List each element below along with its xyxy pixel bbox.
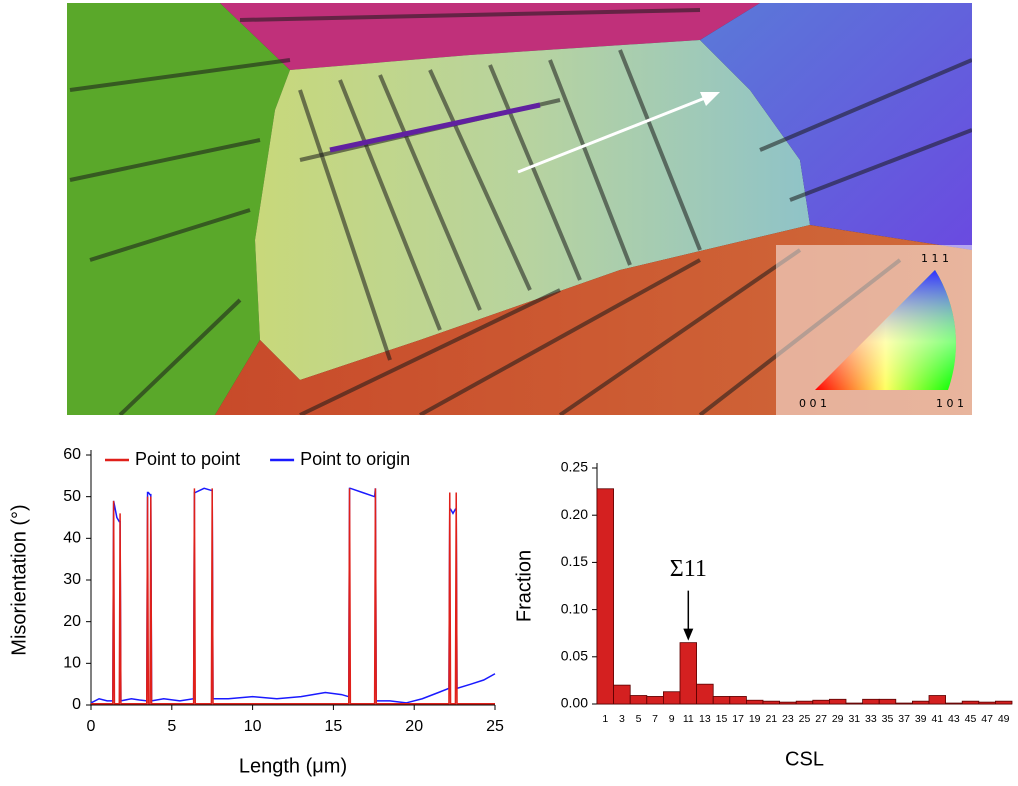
x-tick-label: 11	[683, 713, 694, 725]
x-tick-label: 37	[898, 713, 910, 725]
x-tick-label: 47	[981, 713, 993, 725]
x-tick-label: 5	[636, 713, 642, 725]
x-tick-label: 15	[716, 713, 728, 725]
y-tick-label: 0.00	[561, 695, 588, 711]
x-tick-label: 31	[848, 713, 860, 725]
x-tick-label: 39	[915, 713, 927, 725]
bar	[729, 696, 747, 705]
ebsd-map: 1 1 1 0 0 1 1 0 1	[67, 3, 972, 415]
bar	[961, 700, 980, 705]
y-tick-label: 10	[63, 655, 81, 672]
y-tick-label: 20	[63, 613, 81, 630]
x-tick-label: 19	[749, 713, 761, 725]
x-tick-label: 15	[325, 718, 343, 735]
bar	[862, 698, 880, 705]
bar	[829, 698, 847, 705]
y-tick-label: 0.10	[561, 600, 588, 616]
y-tick-label: 40	[63, 530, 81, 547]
x-tick-label: 10	[244, 718, 262, 735]
y-tick-label: 50	[63, 488, 81, 505]
x-tick-label: 29	[832, 713, 844, 725]
x-tick-label: 33	[865, 713, 877, 725]
y-axis-label: Misorientation (°)	[8, 504, 30, 655]
y-tick-label: 0	[72, 696, 81, 713]
bar	[945, 702, 963, 705]
x-tick-label: 49	[998, 713, 1010, 725]
x-tick-label: 35	[882, 713, 894, 725]
x-tick-label: 21	[765, 713, 777, 725]
bar	[795, 700, 814, 705]
bar	[912, 700, 930, 705]
x-tick-label: 20	[405, 718, 423, 735]
y-tick-label: 60	[63, 446, 81, 463]
bar	[762, 700, 781, 705]
y-tick-label: 0.25	[561, 459, 588, 475]
legend-label: Point to point	[135, 449, 240, 469]
x-axis-label: CSL	[785, 748, 824, 770]
ipf-label: 0 0 1	[799, 397, 827, 410]
x-tick-label: 0	[87, 718, 96, 735]
x-tick-label: 23	[782, 713, 794, 725]
bar	[646, 696, 664, 705]
annotation-arrowhead	[683, 628, 694, 641]
x-tick-label: 9	[669, 713, 675, 725]
bar	[613, 684, 631, 705]
y-tick-label: 0.20	[561, 506, 588, 522]
legend-label: Point to origin	[300, 449, 410, 469]
y-tick-label: 0.05	[561, 648, 588, 664]
x-tick-label: 41	[931, 713, 943, 725]
bar	[845, 702, 864, 705]
bar	[596, 488, 615, 705]
y-axis-label: Fraction	[513, 550, 535, 622]
x-axis-label: Length (μm)	[239, 755, 347, 777]
x-tick-label: 27	[815, 713, 827, 725]
x-tick-label: 43	[948, 713, 960, 725]
y-tick-label: 30	[63, 571, 81, 588]
bar	[878, 698, 897, 705]
ipf-label: 1 1 1	[921, 252, 949, 265]
x-tick-label: 7	[652, 713, 658, 725]
x-tick-label: 1	[602, 713, 608, 725]
annotation: Σ11	[670, 556, 707, 582]
x-tick-label: 17	[732, 713, 744, 725]
bar	[746, 699, 764, 705]
x-tick-label: 3	[619, 713, 625, 725]
bar	[663, 691, 681, 705]
x-tick-label: 5	[167, 718, 176, 735]
bar	[812, 699, 830, 705]
bar	[629, 695, 648, 705]
bar	[895, 702, 913, 705]
x-tick-label: 13	[699, 713, 711, 725]
x-tick-label: 25	[799, 713, 811, 725]
bar	[978, 701, 996, 705]
y-tick-label: 0.15	[561, 553, 588, 569]
x-tick-label: 25	[486, 718, 504, 735]
series-line	[91, 488, 495, 705]
bar	[928, 695, 947, 705]
bar	[712, 696, 731, 705]
x-tick-label: 45	[965, 713, 977, 725]
bar	[696, 683, 714, 705]
bar	[995, 700, 1013, 705]
bar	[679, 642, 698, 705]
ipf-label: 1 0 1	[936, 397, 964, 410]
bar	[779, 701, 797, 705]
